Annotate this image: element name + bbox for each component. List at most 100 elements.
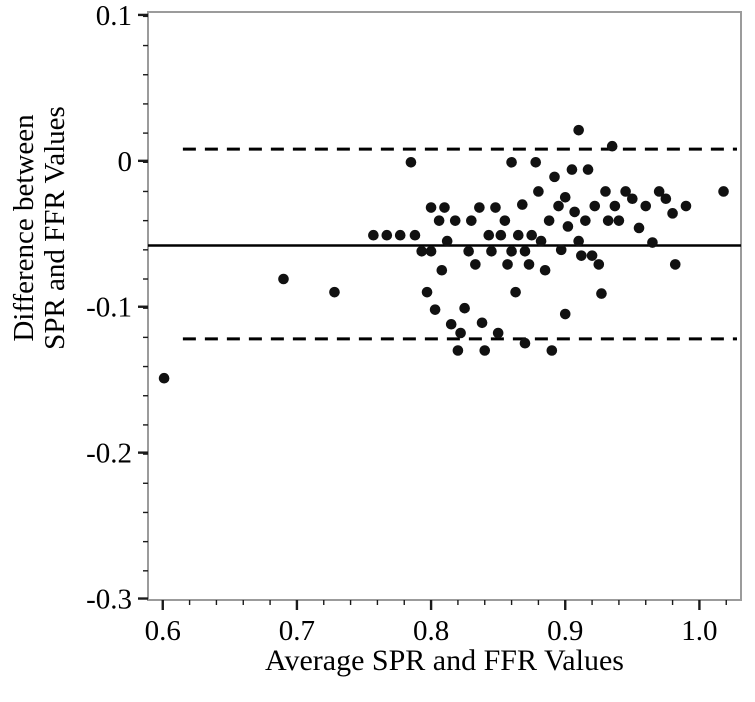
x-tick-label: 0.7 <box>279 615 315 647</box>
data-point <box>479 345 491 356</box>
data-point <box>425 245 437 257</box>
data-point <box>580 215 591 226</box>
data-point <box>562 221 574 232</box>
data-point <box>449 215 461 226</box>
data-point <box>586 250 598 261</box>
data-point <box>506 245 517 257</box>
data-point <box>553 200 564 212</box>
data-point <box>433 215 445 226</box>
data-point <box>535 235 547 247</box>
data-point <box>573 235 584 247</box>
data-point <box>483 229 495 241</box>
data-point <box>476 317 488 329</box>
data-point <box>596 288 607 299</box>
data-point <box>620 186 631 197</box>
data-point <box>519 337 531 349</box>
data-point <box>566 164 578 175</box>
data-point <box>602 215 614 226</box>
data-point <box>499 215 511 226</box>
y-tick-label: 0 <box>118 146 133 178</box>
data-point <box>405 156 417 168</box>
x-tick-label: 0.6 <box>145 615 181 647</box>
data-point <box>517 199 528 210</box>
data-point <box>613 215 625 226</box>
data-point <box>425 202 437 213</box>
data-point <box>368 229 379 241</box>
data-point <box>439 202 450 213</box>
data-point <box>502 259 513 270</box>
data-point <box>436 264 448 276</box>
data-point <box>459 302 470 314</box>
data-point <box>647 237 658 248</box>
data-point <box>530 156 542 168</box>
data-point <box>519 245 531 257</box>
y-tick-label: -0.2 <box>86 438 132 470</box>
data-point <box>559 192 571 203</box>
data-point <box>463 245 474 257</box>
data-point <box>470 259 481 270</box>
data-point <box>609 200 621 212</box>
y-axis-title-line2: SPR and FFR Values <box>39 106 71 350</box>
x-tick-label: 0.8 <box>413 615 449 647</box>
y-tick-label: -0.1 <box>86 292 132 324</box>
y-tick-label: -0.3 <box>86 584 132 616</box>
data-point <box>569 206 580 218</box>
data-point <box>329 286 340 298</box>
data-point <box>278 273 289 285</box>
data-point <box>492 327 504 339</box>
data-point <box>512 229 524 241</box>
data-point <box>593 259 605 270</box>
data-point <box>506 156 517 168</box>
data-point <box>680 200 692 212</box>
data-point <box>543 215 555 226</box>
data-point <box>441 235 453 247</box>
x-tick-label: 1.0 <box>681 615 717 647</box>
data-point <box>573 124 584 136</box>
data-point <box>559 308 571 320</box>
data-point <box>409 229 421 241</box>
data-point <box>394 229 406 241</box>
data-point <box>490 202 501 213</box>
data-point <box>718 186 729 197</box>
y-tick-label: 0.1 <box>96 0 132 32</box>
data-point <box>555 244 567 256</box>
data-point <box>523 259 535 270</box>
data-point <box>526 229 538 241</box>
data-point <box>546 345 558 356</box>
data-point <box>495 229 507 241</box>
data-point <box>600 186 611 197</box>
data-point <box>627 193 638 205</box>
data-point <box>589 200 601 212</box>
data-point <box>445 318 457 330</box>
data-point <box>667 208 678 219</box>
data-point <box>455 327 466 339</box>
data-point <box>653 186 665 197</box>
data-point <box>510 286 521 298</box>
data-point <box>533 186 544 197</box>
data-point <box>486 245 497 257</box>
plot-frame <box>147 11 742 601</box>
data-point <box>633 222 645 234</box>
data-point <box>158 372 170 384</box>
data-point <box>539 264 551 276</box>
data-point <box>549 171 560 183</box>
data-point <box>660 193 672 205</box>
data-point <box>452 345 464 356</box>
data-point <box>669 259 681 270</box>
x-axis-title: Average SPR and FFR Values <box>265 644 624 677</box>
data-point <box>582 164 594 175</box>
data-point <box>421 286 433 298</box>
data-point <box>576 250 587 261</box>
data-point <box>416 245 427 257</box>
data-point <box>381 229 393 241</box>
data-point <box>429 304 441 315</box>
data-point <box>640 200 652 212</box>
data-point <box>474 202 485 213</box>
x-tick-label: 0.9 <box>547 615 583 647</box>
data-point <box>606 140 618 152</box>
data-point <box>466 215 477 226</box>
y-axis-title: Difference between SPR and FFR Values <box>8 23 71 433</box>
y-axis-title-line1: Difference between <box>8 114 40 342</box>
